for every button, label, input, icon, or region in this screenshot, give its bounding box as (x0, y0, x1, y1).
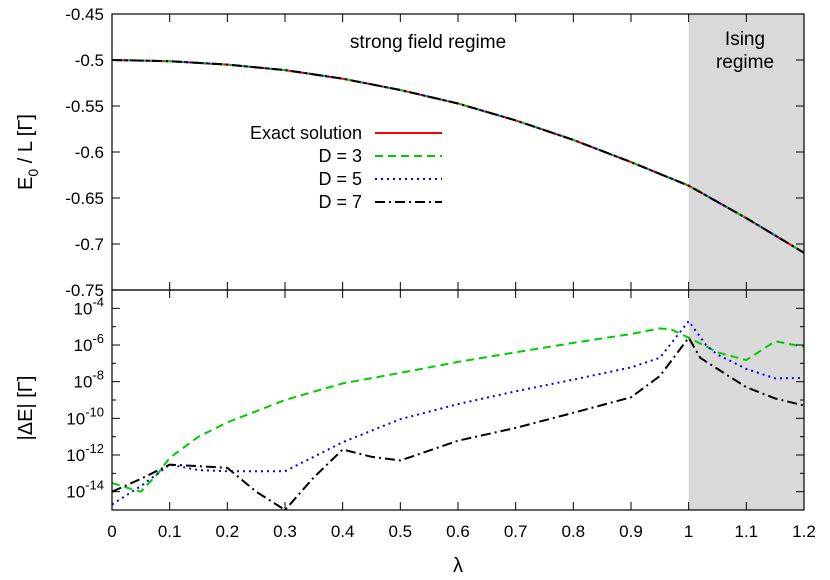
xtick-label: 0.3 (273, 522, 297, 541)
xtick-label: 0.6 (446, 522, 470, 541)
xtick-label: 0 (107, 522, 116, 541)
ising-shaded-region-top (688, 14, 804, 290)
annotation-ising: Ising (725, 29, 765, 50)
legend-label: Exact solution (250, 123, 362, 143)
ytick-label-top: -0.65 (65, 189, 104, 208)
legend-label: D = 5 (318, 169, 362, 189)
xtick-label: 0.9 (619, 522, 643, 541)
annotation-regime: regime (716, 52, 774, 73)
ytick-label-bottom: 10-10 (66, 404, 104, 428)
ising-shaded-region-bottom (688, 290, 804, 510)
ytick-label-bottom: 10-8 (74, 368, 104, 392)
xtick-label: 0.1 (158, 522, 182, 541)
legend-label: D = 3 (318, 146, 362, 166)
ylabel-bottom: |ΔE| [Γ] (15, 376, 37, 441)
xtick-label: 0.5 (389, 522, 413, 541)
series-line-bottom-0 (112, 327, 804, 493)
xtick-label: 0.8 (562, 522, 586, 541)
ytick-label-bottom: 10-12 (66, 441, 104, 465)
ytick-label-bottom: 10-4 (74, 294, 104, 318)
xtick-label: 1.2 (792, 522, 816, 541)
series-line-bottom-2 (112, 335, 804, 510)
annotation-strong-field: strong field regime (350, 32, 506, 53)
ytick-label-top: -0.5 (75, 51, 104, 70)
ytick-label-top: -0.75 (65, 281, 104, 300)
top-panel: -0.45 -0.5 -0.55 -0.6 -0.65 -0.7 -0.75 strong f… (15, 5, 805, 300)
xtick-label: 0.2 (216, 522, 240, 541)
xtick-label: 0.7 (504, 522, 528, 541)
ytick-label-top: -0.45 (65, 5, 104, 24)
ytick-label-bottom: 10-14 (66, 478, 104, 502)
xlabel: λ (453, 555, 463, 577)
ytick-label-bottom: 10-6 (74, 331, 104, 355)
xtick-label: 1 (684, 522, 693, 541)
xtick-label: 0.4 (331, 522, 355, 541)
ytick-label-top: -0.6 (75, 143, 104, 162)
ytick-label-top: -0.7 (75, 235, 104, 254)
series-line-top-3 (111, 59, 805, 254)
bottom-panel: 10-4 10-6 10-8 10-10 10-12 10-14 0 0.1 0.2 0.3 0.4… (15, 289, 816, 577)
ytick-label-top: -0.55 (65, 97, 104, 116)
xtick-label: 1.1 (735, 522, 759, 541)
ylabel-top: E0 / L [Γ] (15, 114, 41, 190)
legend-label: D = 7 (318, 192, 362, 212)
